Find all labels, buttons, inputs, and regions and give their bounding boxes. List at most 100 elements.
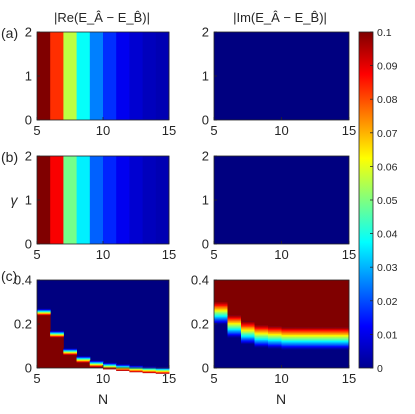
heatmap-cell <box>322 328 336 331</box>
heatmap-cell <box>322 334 336 337</box>
heatmap-cell <box>76 356 91 358</box>
heatmap-cell <box>308 345 323 348</box>
heatmap-cell <box>281 280 296 328</box>
heatmap-cell <box>89 365 104 367</box>
heatmap-cell <box>335 329 350 332</box>
heatmap-cell <box>155 368 170 370</box>
heatmap-cell <box>335 332 350 334</box>
heatmap-cell <box>335 339 350 342</box>
heatmap-cell <box>214 313 228 315</box>
y-axis-label: γ <box>11 192 19 208</box>
heatmap-cell <box>76 358 91 360</box>
y-tick-label: 0.4 <box>14 273 32 288</box>
heatmap-cell <box>76 358 91 360</box>
heatmap-cell <box>37 309 51 310</box>
heatmap-cell <box>308 332 323 334</box>
heatmap-cell <box>335 348 350 350</box>
heatmap-panel: 5 10 15 0 1 2 <box>25 25 176 139</box>
heatmap-cell <box>142 368 157 369</box>
heatmap-cell <box>50 332 64 334</box>
heatmap-cell <box>335 337 350 339</box>
heatmap-cell <box>63 351 77 353</box>
heatmap-cell <box>129 365 143 367</box>
heatmap-cell <box>254 344 269 347</box>
colorbar-tick-label: 0.08 <box>377 94 398 106</box>
heatmap-cell <box>116 369 130 371</box>
heatmap-cell <box>129 370 143 372</box>
heatmap-cell <box>142 371 157 373</box>
heatmap-cell <box>76 356 91 357</box>
row-label-a: (a) <box>1 25 18 41</box>
x-tick-label: 10 <box>274 247 288 262</box>
heatmap-cell <box>63 354 77 356</box>
heatmap-cell <box>129 368 143 370</box>
heatmap-cell <box>116 366 130 368</box>
heatmap-cell <box>214 310 228 313</box>
heatmap-cell <box>103 362 117 364</box>
heatmap-cell <box>116 364 130 366</box>
heatmap-cell <box>155 372 170 373</box>
heatmap-cell <box>268 334 282 337</box>
heatmap-cell <box>241 338 255 341</box>
heatmap-cell <box>254 332 269 334</box>
heatmap-cell <box>142 156 157 244</box>
heatmap-cell <box>241 332 255 335</box>
heatmap-cell <box>214 305 228 308</box>
heatmap-cell <box>281 339 296 342</box>
heatmap-cell <box>63 351 77 352</box>
heatmap-cell <box>295 280 309 328</box>
heatmap-cell <box>214 303 228 305</box>
heatmap-cell <box>116 156 130 244</box>
heatmap-cell <box>335 340 350 343</box>
heatmap-cell <box>142 368 157 370</box>
heatmap-cell <box>241 323 255 325</box>
heatmap-cell <box>50 330 64 332</box>
heatmap-panel: 5 10 15 0 0.2 0.4 <box>191 273 356 387</box>
heatmap-cell <box>227 329 242 332</box>
y-tick-label: 0 <box>25 113 32 128</box>
heatmap-cell <box>37 310 51 312</box>
heatmap-cell <box>214 321 228 324</box>
heatmap-cell <box>281 333 296 335</box>
heatmap-cell <box>214 309 228 311</box>
heatmap-cell <box>295 327 309 329</box>
heatmap-cell <box>63 32 77 120</box>
heatmap-cell <box>37 311 51 313</box>
heatmap-cell <box>89 363 104 364</box>
heatmap-cell <box>50 335 64 336</box>
heatmap-cell <box>335 327 350 329</box>
heatmap-cell <box>76 361 91 363</box>
col-title-im: |Im(E_Â − E_B̂)| <box>233 10 327 25</box>
heatmap-cell <box>268 345 282 348</box>
heatmap-cell <box>308 328 323 331</box>
heatmap-cell <box>129 156 143 244</box>
heatmap-cell <box>335 341 350 344</box>
heatmap-cell <box>268 339 282 342</box>
heatmap-cell <box>322 333 336 335</box>
heatmap-cell <box>308 337 323 339</box>
heatmap-cell <box>142 369 157 370</box>
heatmap-cell <box>89 364 104 366</box>
heatmap-cell <box>63 354 77 355</box>
heatmap-cell <box>89 365 104 367</box>
heatmap-cell <box>241 342 255 345</box>
heatmap-cell <box>76 362 91 368</box>
x-tick-label: 5 <box>33 247 40 262</box>
heatmap-cell <box>308 348 323 350</box>
heatmap-cell <box>37 313 51 315</box>
heatmap-cell <box>142 372 157 374</box>
heatmap-panel: 5 10 15 0 1 2 <box>202 149 356 263</box>
heatmap-cell <box>89 362 104 364</box>
heatmap-cell <box>268 280 282 327</box>
heatmap-cell <box>63 353 77 355</box>
heatmap-cell <box>322 337 336 339</box>
y-tick-label: 0.2 <box>191 317 209 332</box>
heatmap-cell <box>76 361 91 362</box>
heatmap-cell <box>103 363 117 365</box>
heatmap-cell <box>295 338 309 340</box>
colorbar-tick-label: 0.02 <box>377 296 398 308</box>
heatmap-cell <box>227 333 242 336</box>
heatmap-cell <box>227 322 242 325</box>
heatmap-cell <box>89 365 104 366</box>
